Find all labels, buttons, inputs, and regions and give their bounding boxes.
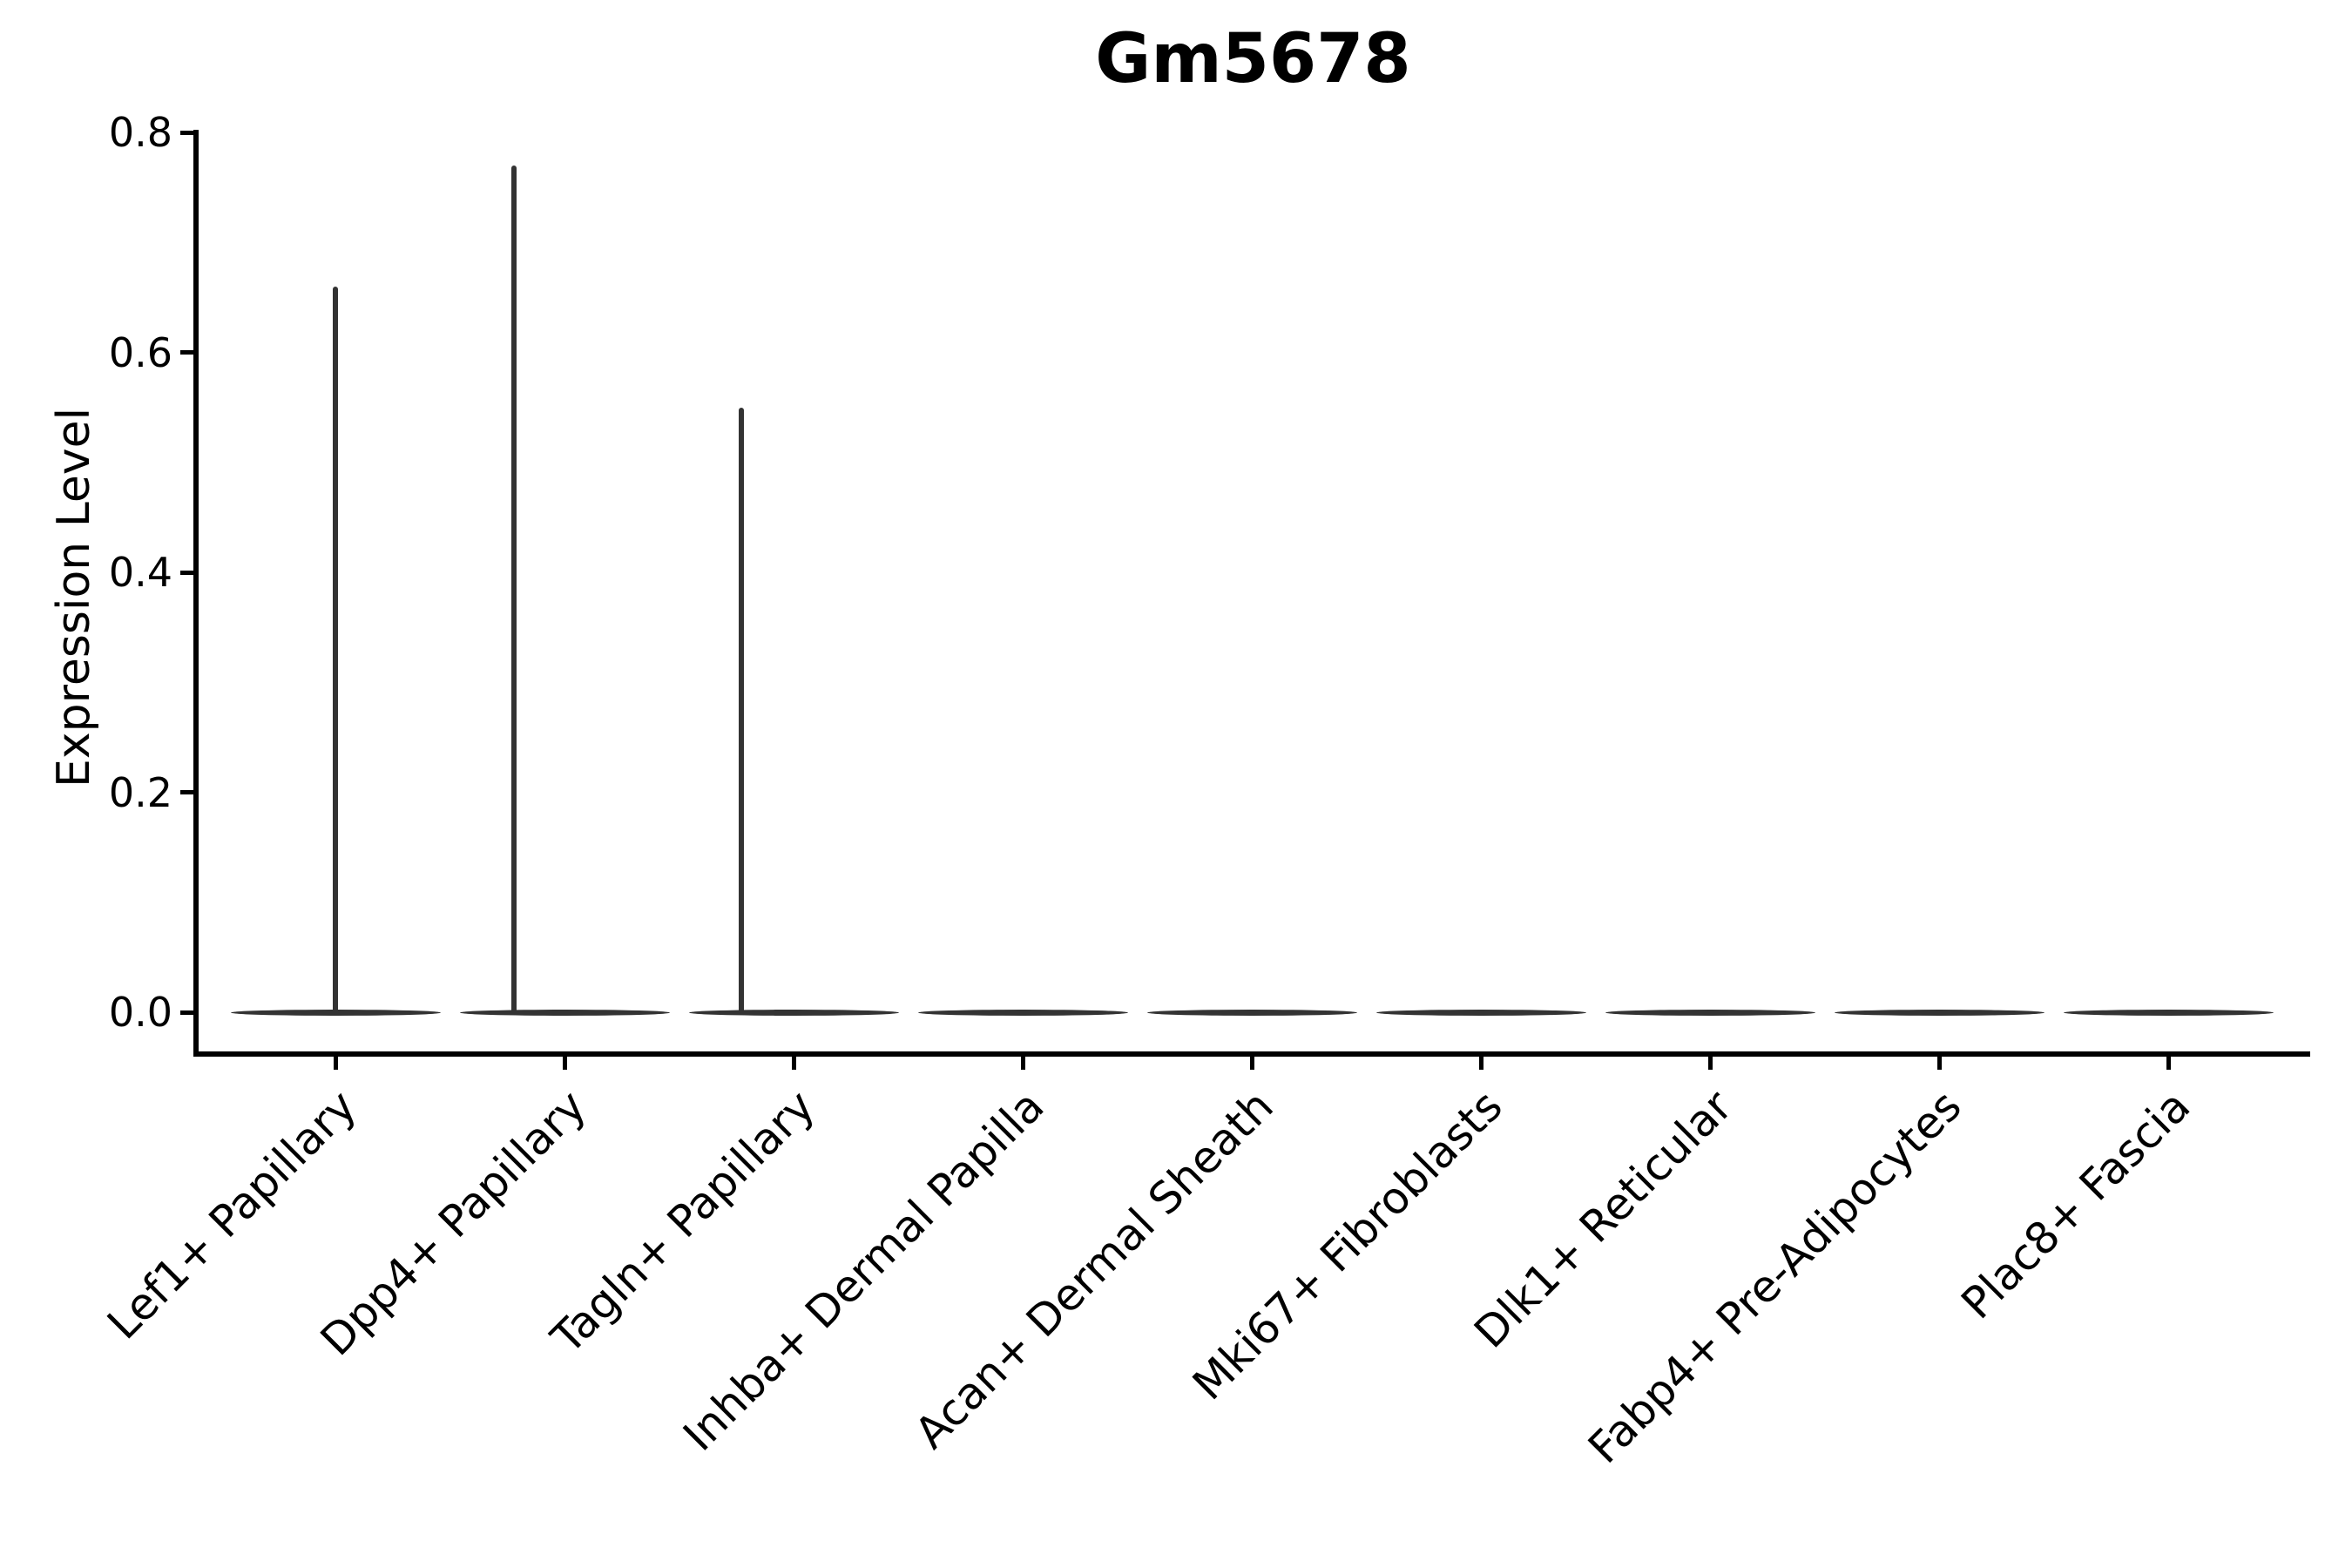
x-tick-mark	[333, 1056, 338, 1070]
violin-base	[917, 1009, 1128, 1016]
x-tick-mark	[1249, 1056, 1254, 1070]
y-tick-mark	[180, 1010, 194, 1015]
x-tick-mark	[1708, 1056, 1713, 1070]
violin-base	[1835, 1009, 2045, 1016]
violin-base	[230, 1009, 441, 1016]
x-tick-mark	[791, 1056, 796, 1070]
y-tick-mark	[180, 570, 194, 575]
y-tick-label: 0.0	[108, 989, 172, 1036]
y-tick-label: 0.2	[108, 768, 172, 816]
violin-base	[459, 1009, 670, 1016]
y-tick-mark	[180, 350, 194, 355]
x-tick-mark	[562, 1056, 567, 1070]
y-tick-mark	[180, 130, 194, 135]
x-tick-label: Plac8+ Fascia	[1951, 1080, 2200, 1329]
y-tick-mark	[180, 790, 194, 794]
x-tick-mark	[1479, 1056, 1484, 1070]
y-tick-label: 0.6	[108, 328, 172, 376]
x-tick-label: Lef1+ Papillary	[98, 1080, 367, 1349]
y-tick-label: 0.8	[108, 109, 172, 156]
violin-spike	[738, 407, 744, 1012]
x-tick-mark	[1937, 1056, 1943, 1070]
violin-base	[2064, 1009, 2274, 1016]
violin-base	[1146, 1009, 1357, 1016]
x-tick-label: Fabp4+ Pre-Adipocytes	[1578, 1080, 1971, 1474]
violin-spike	[511, 165, 517, 1012]
violin-spike	[333, 286, 338, 1012]
x-tick-mark	[2166, 1056, 2172, 1070]
violin-base	[1376, 1009, 1586, 1016]
x-tick-mark	[1020, 1056, 1025, 1070]
violin-base	[688, 1009, 899, 1016]
y-axis-spine	[193, 130, 199, 1054]
y-tick-label: 0.4	[108, 549, 172, 596]
x-axis-spine	[193, 1051, 2310, 1057]
violin-base	[1605, 1009, 1816, 1016]
chart-title: Gm5678	[1095, 20, 1411, 98]
